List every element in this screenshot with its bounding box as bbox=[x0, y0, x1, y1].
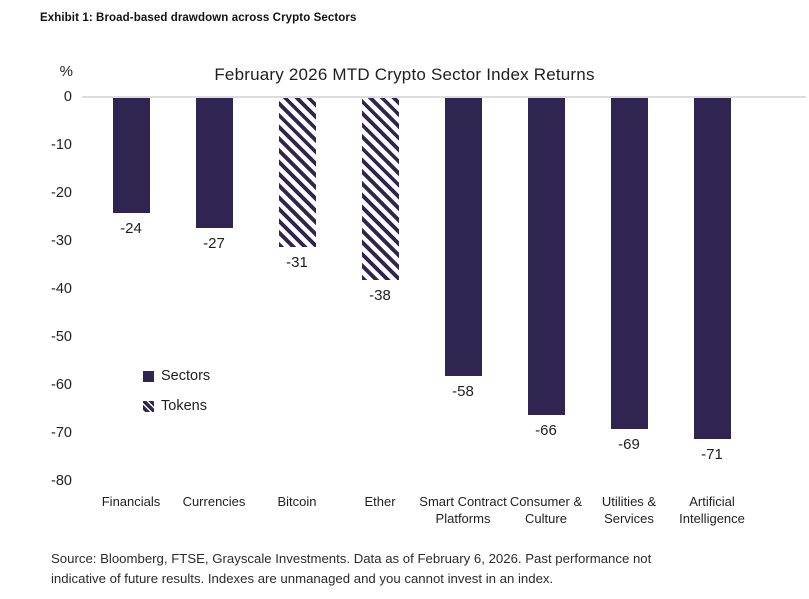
legend-label-tokens: Tokens bbox=[161, 398, 207, 414]
bar-currencies bbox=[195, 98, 233, 228]
y-tick-50: -50 bbox=[51, 329, 72, 345]
category-label-utilities-services: Utilities & Services bbox=[601, 494, 657, 526]
sectors-solid-swatch-icon bbox=[143, 370, 154, 382]
y-tick-20: -20 bbox=[51, 185, 72, 201]
y-tick-60: -60 bbox=[51, 377, 72, 393]
category-label-bitcoin: Bitcoin bbox=[277, 494, 317, 509]
y-tick-70: -70 bbox=[51, 425, 72, 441]
y-tick-30: -30 bbox=[51, 233, 72, 249]
bar-bitcoin bbox=[278, 98, 316, 247]
category-label-consumer-culture: Consumer & Culture bbox=[509, 494, 583, 526]
legend-row-sectors: Sectors bbox=[143, 368, 210, 384]
bar-value-bitcoin: -31 bbox=[286, 253, 308, 271]
bar-smart-contract-platforms bbox=[444, 98, 482, 377]
bar-artificial-intelligence bbox=[693, 98, 731, 439]
bar-value-ether: -38 bbox=[369, 287, 391, 305]
zero-baseline bbox=[82, 96, 806, 98]
bar-value-artificial-intelligence: -71 bbox=[701, 445, 723, 463]
source-line-2: indicative of future results. Indexes ar… bbox=[51, 571, 554, 586]
bar-value-financials: -24 bbox=[120, 220, 142, 238]
y-tick-80: -80 bbox=[51, 473, 72, 489]
category-label-financials: Financials bbox=[101, 494, 161, 509]
bar-value-utilities-services: -69 bbox=[618, 436, 640, 454]
bar-ether bbox=[361, 98, 399, 281]
exhibit-title: Exhibit 1: Broad-based drawdown across C… bbox=[40, 12, 357, 24]
source-footnote: Source: Bloomberg, FTSE, Grayscale Inves… bbox=[51, 549, 761, 589]
y-tick-40: -40 bbox=[51, 281, 72, 297]
tokens-hatched-swatch-icon bbox=[143, 400, 154, 412]
bar-value-smart-contract-platforms: -58 bbox=[452, 383, 474, 401]
y-tick-0: 0 bbox=[63, 89, 72, 105]
category-label-ether: Ether bbox=[364, 494, 396, 509]
source-line-1: Source: Bloomberg, FTSE, Grayscale Inves… bbox=[51, 551, 652, 566]
category-label-currencies: Currencies bbox=[182, 494, 246, 509]
chart-title: February 2026 MTD Crypto Sector Index Re… bbox=[214, 65, 595, 84]
bar-consumer-culture bbox=[527, 98, 565, 415]
category-label-smart-contract-platforms: Smart Contract Platforms bbox=[419, 494, 507, 526]
bar-value-currencies: -27 bbox=[203, 234, 225, 252]
y-axis-unit-label: % bbox=[59, 63, 73, 80]
legend: Sectors Tokens bbox=[143, 368, 210, 414]
y-tick-10: -10 bbox=[51, 137, 72, 153]
legend-row-tokens: Tokens bbox=[143, 398, 210, 414]
legend-label-sectors: Sectors bbox=[161, 368, 211, 384]
bar-value-consumer-culture: -66 bbox=[535, 421, 557, 439]
category-label-artificial-intelligence: Artificial Intelligence bbox=[679, 494, 745, 526]
bar-utilities-services bbox=[610, 98, 648, 430]
bar-financials bbox=[112, 98, 150, 214]
